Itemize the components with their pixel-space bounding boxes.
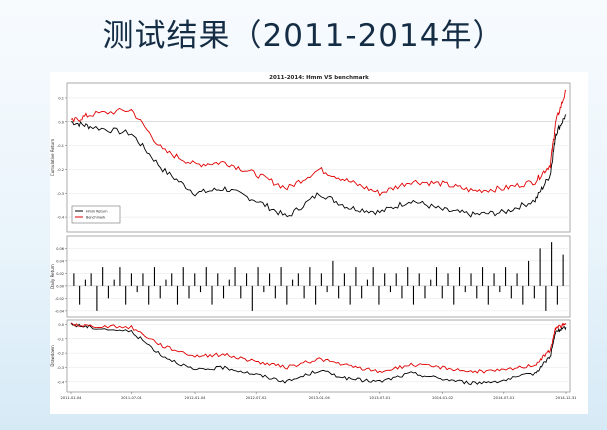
y-tick-label: -0.1 [57, 144, 64, 148]
y-tick-label: -0.3 [57, 366, 64, 370]
y-tick-label: 0.00 [56, 284, 64, 288]
x-tick-label: 2014-01-02 [432, 396, 453, 400]
series-line-hmm-return [70, 322, 567, 386]
y-tick-label: 0.06 [56, 247, 64, 251]
y-tick-label: 0.02 [56, 272, 64, 276]
y-tick-label: -0.2 [57, 168, 64, 172]
panel-frame-cumulative-return [66, 82, 571, 233]
chart-figure: 2011-2014: Hmm VS benchmark 0.1 0.0 -0.1 -0.… [50, 72, 588, 414]
y-tick-label: 0.0 [58, 323, 64, 327]
y-axis-label: Daily Return [50, 264, 55, 289]
y-axis-label: Drawdown [50, 345, 55, 367]
series-line-benchmark [70, 322, 567, 374]
slide-title: 测试结果（2011-2014年） [102, 18, 505, 54]
x-tick-label: 2011-01-04 [61, 396, 83, 400]
legend-box [71, 205, 121, 224]
y-tick-label: -0.04 [55, 309, 65, 313]
legend-entry: Hmm Return [86, 209, 107, 213]
x-tick-label: 2014-12-31 [556, 396, 577, 400]
y-tick-label: 0.1 [58, 96, 64, 100]
legend-entry: Benchmark [86, 215, 105, 219]
x-tick-label: 2012-01-04 [185, 396, 207, 400]
x-tick-label: 2011-07-01 [121, 396, 142, 400]
y-tick-label: 0.04 [56, 259, 65, 263]
y-tick-label: -0.4 [57, 380, 65, 384]
x-tick-label: 2012-07-02 [246, 396, 267, 400]
y-tick-label: -0.02 [55, 297, 64, 301]
x-tick-label: 2014-07-01 [493, 396, 514, 400]
x-tick-label: 2013-01-04 [309, 396, 331, 400]
series-line-benchmark [70, 89, 567, 197]
y-tick-label: 0.0 [58, 120, 64, 124]
y-axis-label: Cumulative Return [50, 138, 55, 176]
chart-title: 2011-2014: Hmm VS benchmark [269, 75, 369, 81]
y-tick-label: -0.3 [57, 192, 64, 196]
chart-svg: 2011-2014: Hmm VS benchmark 0.1 0.0 -0.1 -0.… [50, 75, 577, 400]
y-tick-label: -0.2 [57, 352, 64, 356]
series-line-hmm-return [70, 114, 567, 218]
y-tick-label: -0.1 [57, 337, 64, 341]
panel-frame-drawdown [66, 319, 571, 393]
x-tick-label: 2013-07-01 [369, 396, 390, 400]
panel-frame-daily-return [66, 235, 571, 318]
y-tick-label: -0.4 [57, 216, 65, 220]
